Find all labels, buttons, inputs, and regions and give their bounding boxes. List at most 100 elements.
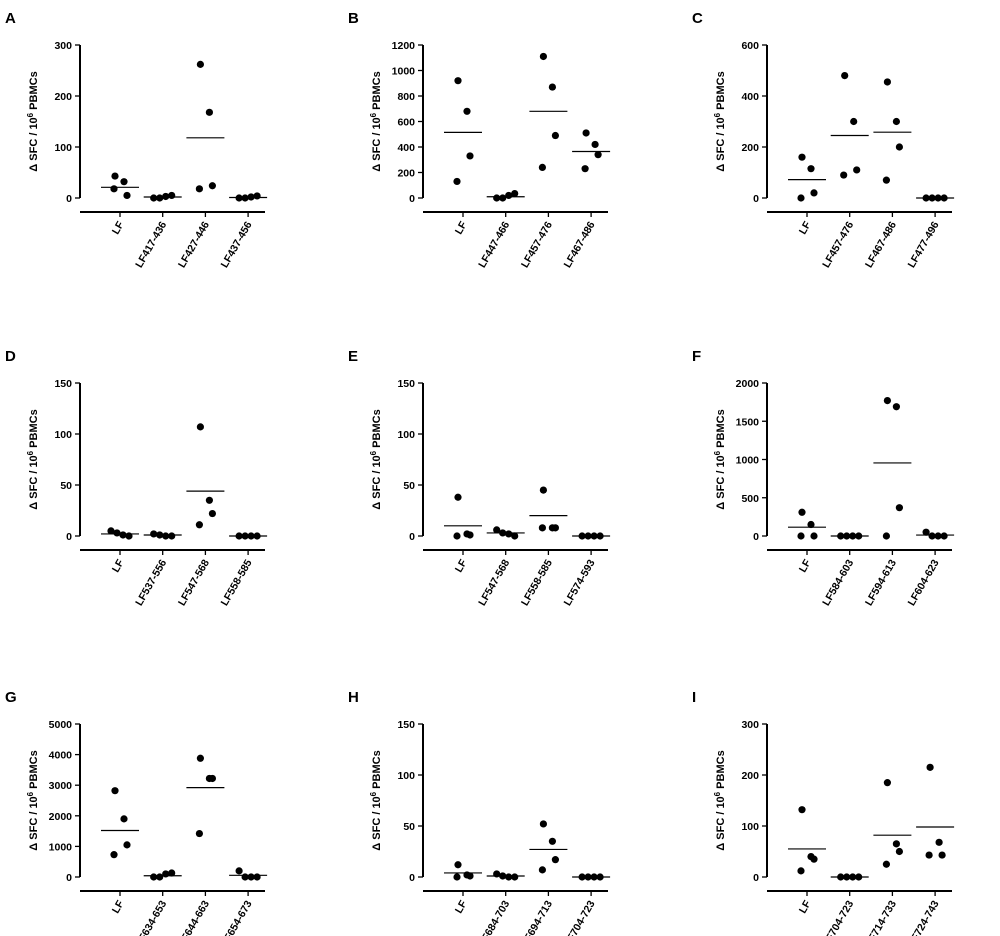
y-axis-label-exponent: 6 bbox=[713, 112, 722, 117]
data-point bbox=[241, 532, 249, 540]
data-point bbox=[253, 192, 261, 200]
data-point bbox=[581, 165, 589, 173]
data-point bbox=[797, 867, 805, 875]
y-tick-label: 0 bbox=[66, 872, 72, 884]
data-point bbox=[453, 873, 461, 881]
data-point bbox=[205, 108, 213, 116]
x-tick-label: LF558-585 bbox=[219, 557, 255, 608]
data-point bbox=[505, 191, 513, 200]
y-axis-label-unit: PBMCs bbox=[371, 750, 383, 792]
data-point bbox=[110, 185, 118, 193]
y-tick-label: 800 bbox=[397, 91, 415, 103]
data-point bbox=[578, 873, 586, 881]
data-point bbox=[928, 194, 936, 202]
data-point bbox=[247, 193, 255, 201]
y-axis-label-g: Δ SFC / 106 PBMCs bbox=[26, 750, 40, 850]
data-point bbox=[548, 837, 557, 845]
data-point bbox=[120, 815, 128, 823]
data-point bbox=[466, 872, 474, 880]
y-axis-label-unit: PBMCs bbox=[371, 71, 383, 113]
y-tick-label: 0 bbox=[409, 531, 415, 543]
y-tick-label: 100 bbox=[741, 821, 759, 833]
data-point bbox=[928, 532, 936, 540]
y-tick-label: 50 bbox=[60, 480, 72, 492]
y-tick-label: 100 bbox=[54, 429, 72, 441]
data-point bbox=[196, 60, 204, 68]
y-tick-label: 1200 bbox=[392, 40, 416, 52]
x-tick-label: LF604-623 bbox=[906, 557, 942, 608]
data-point bbox=[837, 873, 845, 881]
data-point bbox=[247, 873, 255, 881]
data-point bbox=[195, 185, 203, 193]
x-tick-label: LF bbox=[110, 898, 127, 916]
data-point bbox=[235, 532, 243, 540]
data-point bbox=[125, 532, 133, 540]
data-point bbox=[156, 873, 164, 881]
data-point bbox=[208, 774, 216, 783]
y-axis-label-exponent: 6 bbox=[26, 450, 35, 455]
data-point bbox=[168, 532, 176, 540]
data-point bbox=[895, 847, 904, 856]
y-tick-label: 0 bbox=[409, 193, 415, 205]
data-point bbox=[150, 873, 158, 881]
x-tick-label: LF437-456 bbox=[219, 219, 255, 270]
data-point bbox=[855, 532, 863, 540]
x-tick-label: LF584-603 bbox=[820, 557, 856, 608]
x-tick-label: LF644-663 bbox=[176, 898, 212, 936]
x-tick-label: LF bbox=[453, 898, 470, 916]
y-tick-label: 50 bbox=[403, 821, 415, 833]
data-point bbox=[235, 867, 243, 875]
y-tick-label: 1500 bbox=[736, 416, 760, 428]
data-point bbox=[107, 527, 115, 535]
data-point bbox=[113, 529, 121, 537]
data-point bbox=[926, 763, 934, 771]
data-point bbox=[499, 529, 507, 537]
data-point bbox=[895, 504, 904, 512]
data-point bbox=[850, 117, 858, 126]
data-point bbox=[807, 520, 815, 529]
data-point bbox=[843, 873, 851, 881]
data-point bbox=[841, 72, 849, 80]
data-point bbox=[162, 532, 170, 540]
data-point bbox=[548, 83, 557, 91]
data-point bbox=[150, 530, 158, 538]
data-point bbox=[807, 165, 815, 173]
panel-letter-h: H bbox=[348, 689, 359, 706]
y-axis-label-unit: PBMCs bbox=[28, 750, 40, 792]
data-point bbox=[119, 531, 127, 539]
x-tick-label: LF684-703 bbox=[476, 898, 512, 936]
x-tick-label: LF bbox=[453, 219, 470, 237]
y-tick-label: 0 bbox=[66, 193, 72, 205]
data-point bbox=[205, 496, 213, 504]
panel-letter-b: B bbox=[348, 10, 359, 27]
panel-letter-e: E bbox=[348, 348, 358, 365]
x-tick-label: LF558-585 bbox=[519, 557, 555, 608]
y-tick-label: 150 bbox=[54, 378, 72, 390]
y-tick-label: 5000 bbox=[49, 719, 73, 731]
panel-b: B Δ SFC / 106 PBMCs 0 200 400 600 800 1000 1200 L… bbox=[348, 10, 611, 270]
data-point bbox=[922, 194, 930, 202]
x-tick-label: LF467-486 bbox=[562, 219, 598, 270]
y-axis-label-unit: PBMCs bbox=[371, 409, 383, 451]
data-point bbox=[584, 873, 592, 881]
y-axis-label-text: Δ SFC / 10 bbox=[28, 117, 40, 171]
y-axis-label-text: Δ SFC / 10 bbox=[28, 796, 40, 850]
data-point bbox=[925, 851, 933, 859]
y-axis-label-text: Δ SFC / 10 bbox=[371, 796, 383, 850]
y-axis-label-i: Δ SFC / 106 PBMCs bbox=[713, 750, 727, 850]
y-axis-label-exponent: 6 bbox=[713, 450, 722, 455]
y-axis-label-d: Δ SFC / 106 PBMCs bbox=[26, 409, 40, 509]
x-tick-label: LF457-476 bbox=[519, 219, 555, 270]
panel-letter-d: D bbox=[5, 348, 16, 365]
x-tick-label: LF457-476 bbox=[820, 219, 856, 270]
data-point bbox=[578, 532, 586, 540]
x-tick-label: LF417-436 bbox=[133, 219, 169, 270]
x-tick-label: LF427-446 bbox=[176, 219, 212, 270]
data-point bbox=[882, 860, 891, 868]
data-point bbox=[551, 856, 560, 864]
y-axis-label-h: Δ SFC / 106 PBMCs bbox=[369, 750, 383, 850]
data-point bbox=[253, 873, 261, 881]
data-point bbox=[196, 754, 204, 762]
